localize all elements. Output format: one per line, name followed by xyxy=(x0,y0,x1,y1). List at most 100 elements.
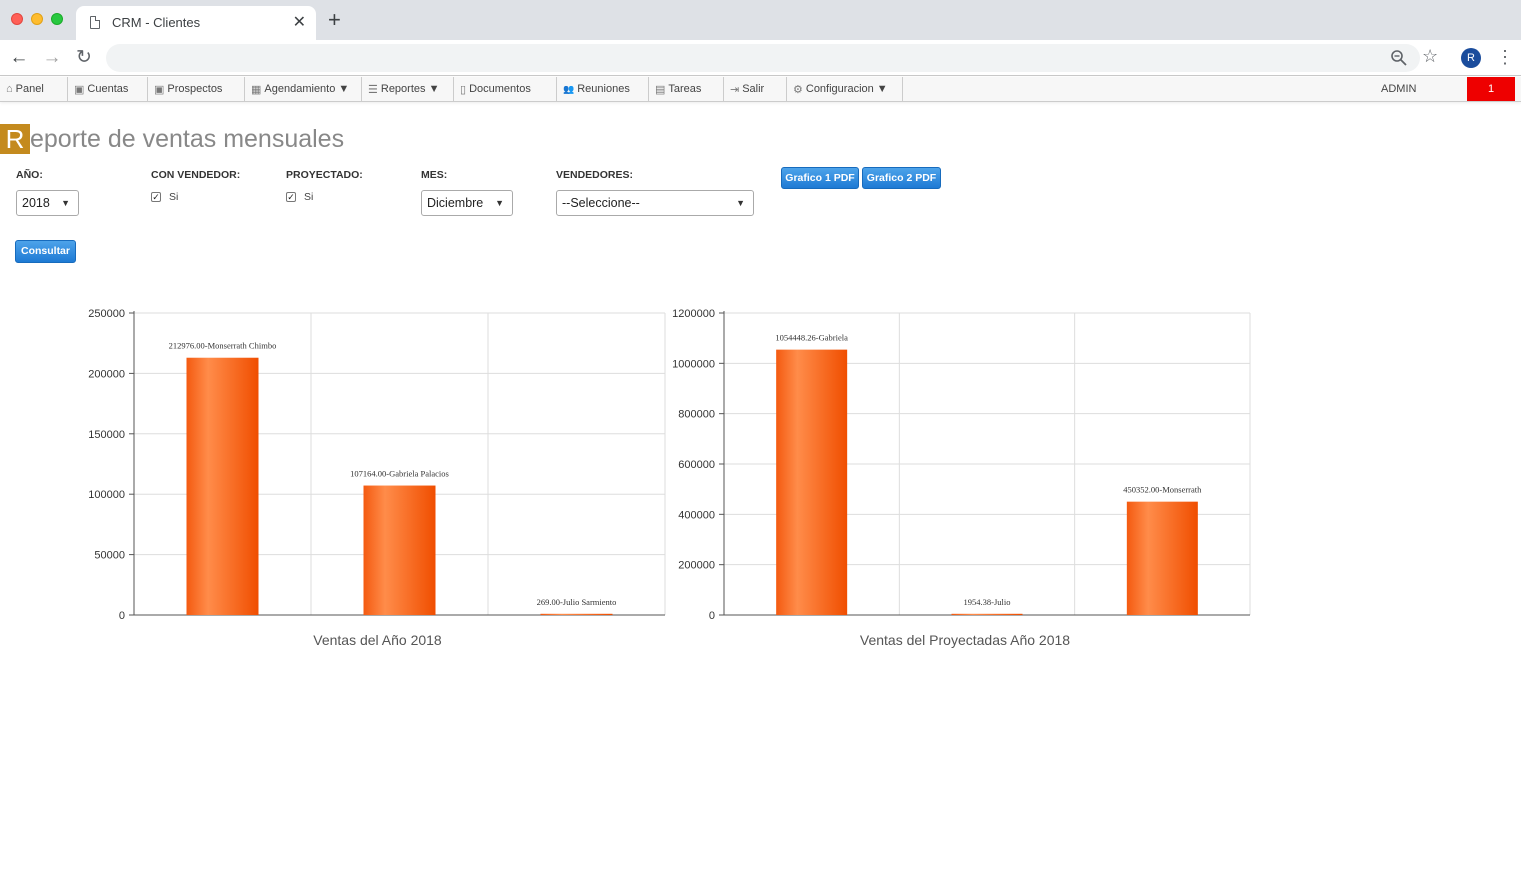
close-window-button[interactable] xyxy=(11,13,23,25)
sellers-select-value: --Seleccione-- xyxy=(562,196,640,210)
menu-item-label: Agendamiento ▼ xyxy=(264,83,350,95)
month-select[interactable]: Diciembre ▼ xyxy=(421,190,513,216)
bar-data-label: 1054448.26-Gabriela xyxy=(775,333,848,343)
menu-item-label: Configuracion ▼ xyxy=(805,83,888,95)
gear-icon: ⚙ xyxy=(793,83,803,96)
projected-label: PROYECTADO: xyxy=(286,169,363,181)
chart-title: Ventas del Proyectadas Año 2018 xyxy=(860,632,1070,648)
app-menu-bar: ⌂ Panel ▣ Cuentas ▣ Prospectos ▦ Agendam… xyxy=(0,77,1521,102)
chevron-down-icon: ▼ xyxy=(495,198,504,208)
page-title-initial: R xyxy=(0,124,30,154)
address-bar[interactable] xyxy=(106,44,1420,72)
profile-avatar[interactable]: R xyxy=(1461,48,1481,68)
tab-close-icon[interactable]: ✕ xyxy=(292,14,306,31)
y-tick-label: 250000 xyxy=(88,308,125,320)
month-select-value: Diciembre xyxy=(427,196,484,210)
y-tick-label: 0 xyxy=(709,610,715,622)
y-tick-label: 800000 xyxy=(678,409,715,421)
year-label: AÑO: xyxy=(16,169,43,181)
y-tick-label: 0 xyxy=(119,610,125,622)
y-tick-label: 1200000 xyxy=(672,308,715,320)
browser-tab-strip: CRM - Clientes ✕ + xyxy=(0,0,1521,40)
year-select[interactable]: 2018 ▼ xyxy=(16,190,79,216)
year-select-value: 2018 xyxy=(22,196,50,210)
bar-data-label: 1954.38-Julio xyxy=(964,597,1011,607)
bar-data-label: 107164.00-Gabriela Palacios xyxy=(350,469,449,479)
bar xyxy=(1126,501,1198,615)
sellers-label: VENDEDORES: xyxy=(556,169,634,181)
y-tick-label: 200000 xyxy=(678,560,715,572)
menu-item-label: Panel xyxy=(15,83,44,95)
list-icon: ☰ xyxy=(368,83,378,96)
menu-item-label: Documentos xyxy=(469,83,531,95)
grafico-1-pdf-button[interactable]: Grafico 1 PDF xyxy=(781,167,859,189)
menu-item-reuniones[interactable]: 👥 Reuniones xyxy=(557,77,649,101)
seller-label: CON VENDEDOR: xyxy=(151,169,241,181)
month-label: MES: xyxy=(421,169,448,181)
calendar-icon: ▦ xyxy=(251,83,262,96)
minimize-window-button[interactable] xyxy=(31,13,43,25)
y-tick-label: 50000 xyxy=(94,550,125,562)
y-tick-label: 150000 xyxy=(88,429,125,441)
tasks-icon: ▤ xyxy=(655,83,666,96)
seller-checkbox-label: Si xyxy=(169,191,179,203)
new-tab-button[interactable]: + xyxy=(328,7,341,32)
y-tick-label: 400000 xyxy=(678,509,715,521)
y-tick-label: 600000 xyxy=(678,459,715,471)
menu-item-label: Reuniones xyxy=(577,83,630,95)
sellers-select[interactable]: --Seleccione-- ▼ xyxy=(556,190,754,216)
tab-title: CRM - Clientes xyxy=(112,15,201,30)
chevron-down-icon: ▼ xyxy=(736,198,745,208)
seller-checkbox[interactable]: ✓ xyxy=(151,192,161,202)
menu-item-reportes[interactable]: ☰ Reportes ▼ xyxy=(362,77,454,101)
zoom-icon[interactable] xyxy=(1390,49,1408,67)
y-tick-label: 200000 xyxy=(88,368,125,380)
sales-charts: 0 50000 100000 150000 200000 250000 212976.00-… xyxy=(88,308,1251,648)
menu-item-salir[interactable]: ⇥ Salir xyxy=(724,77,787,101)
logout-icon: ⇥ xyxy=(730,83,740,96)
bar-data-label: 212976.00-Monserrath Chimbo xyxy=(169,341,277,351)
prospects-icon: ▣ xyxy=(154,83,165,96)
menu-item-tareas[interactable]: ▤ Tareas xyxy=(649,77,724,101)
bar xyxy=(540,613,613,615)
reload-icon[interactable]: ↻ xyxy=(76,47,92,68)
menu-item-prospectos[interactable]: ▣ Prospectos xyxy=(148,77,245,101)
menu-item-cuentas[interactable]: ▣ Cuentas xyxy=(68,77,148,101)
chevron-down-icon: ▼ xyxy=(61,198,70,208)
bar xyxy=(776,349,848,615)
menu-item-panel[interactable]: ⌂ Panel xyxy=(0,77,68,101)
menu-item-configuracion[interactable]: ⚙ Configuracion ▼ xyxy=(787,77,903,101)
forward-arrow-icon[interactable]: → xyxy=(42,47,62,68)
current-user-label[interactable]: ADMIN xyxy=(1381,83,1417,95)
chart-title: Ventas del Año 2018 xyxy=(313,632,442,648)
notification-badge[interactable]: 1 xyxy=(1467,77,1515,101)
bar xyxy=(951,613,1023,615)
consultar-button[interactable]: Consultar xyxy=(15,240,76,263)
bar xyxy=(186,357,259,615)
y-tick-label: 1000000 xyxy=(672,358,715,370)
y-tick-label: 100000 xyxy=(88,489,125,501)
menu-item-documentos[interactable]: ▯ Documentos xyxy=(454,77,557,101)
menu-item-label: Prospectos xyxy=(167,83,223,95)
page-title: R eporte de ventas mensuales xyxy=(0,124,344,154)
browser-toolbar: ← → ↻ ☆ R ⋮ xyxy=(0,40,1521,76)
grafico-2-pdf-button[interactable]: Grafico 2 PDF xyxy=(862,167,941,189)
projected-checkbox-row[interactable]: ✓ Si xyxy=(286,191,313,203)
maximize-window-button[interactable] xyxy=(51,13,63,25)
accounts-icon: ▣ xyxy=(74,83,85,96)
browser-tab[interactable]: CRM - Clientes ✕ xyxy=(76,6,316,40)
back-arrow-icon[interactable]: ← xyxy=(9,47,29,68)
users-icon: 👥 xyxy=(563,83,575,94)
browser-menu-icon[interactable]: ⋮ xyxy=(1496,47,1514,67)
menu-item-label: Salir xyxy=(742,83,765,95)
bar-data-label: 450352.00-Monserrath xyxy=(1123,485,1202,495)
document-icon: ▯ xyxy=(460,83,467,96)
bar xyxy=(363,485,436,615)
menu-item-agendamiento[interactable]: ▦ Agendamiento ▼ xyxy=(245,77,362,101)
menu-item-label: Reportes ▼ xyxy=(380,83,440,95)
bar-data-label: 269.00-Julio Sarmiento xyxy=(537,597,617,607)
seller-checkbox-row[interactable]: ✓ Si xyxy=(151,191,178,203)
menu-item-label: Tareas xyxy=(668,83,702,95)
projected-checkbox[interactable]: ✓ xyxy=(286,192,296,202)
bookmark-star-icon[interactable]: ☆ xyxy=(1422,46,1439,66)
